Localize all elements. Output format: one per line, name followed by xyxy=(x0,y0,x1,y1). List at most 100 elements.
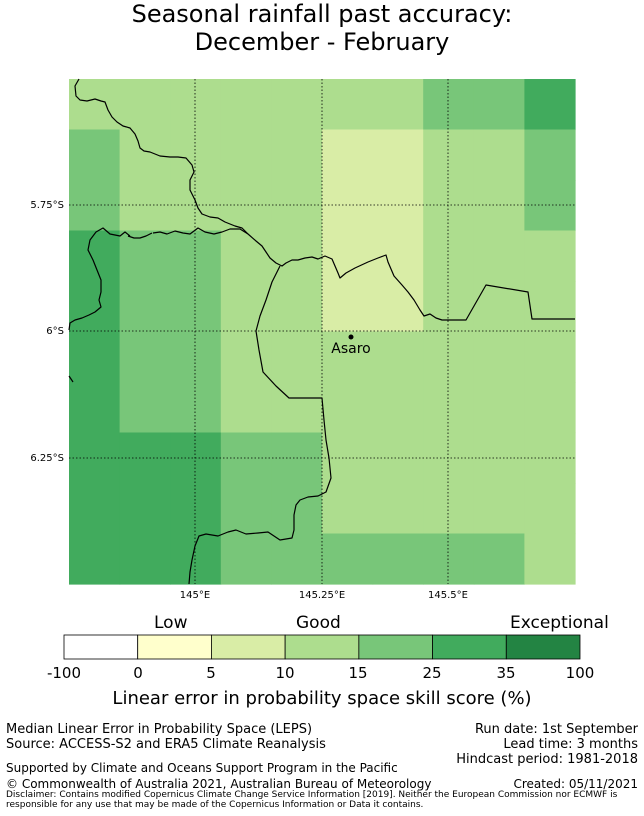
boundary-line-west-ridge xyxy=(152,227,249,235)
colorbar-segment xyxy=(211,634,286,660)
grid-cell xyxy=(220,129,272,181)
skill-grid xyxy=(69,79,576,585)
grid-cell xyxy=(423,483,475,535)
grid-cell xyxy=(524,180,576,232)
boundary-line-west xyxy=(68,227,131,331)
colorbar-segment xyxy=(432,634,507,660)
grid-cell xyxy=(473,533,525,585)
grid-cell xyxy=(170,180,222,232)
map-title: Seasonal rainfall past accuracy: Decembe… xyxy=(0,0,644,56)
grid-cell xyxy=(524,483,576,535)
grid-cell xyxy=(271,382,323,434)
colorbar-tick-label: 100 xyxy=(565,664,595,682)
grid-cell xyxy=(322,382,374,434)
grid-cell xyxy=(69,79,121,131)
grid-cell xyxy=(322,331,374,383)
boundary-line-north xyxy=(74,78,575,321)
grid-cell xyxy=(524,533,576,585)
grid-cell xyxy=(524,79,576,131)
grid-cell xyxy=(69,483,121,535)
colorbar-segment xyxy=(505,634,581,660)
grid-cell xyxy=(220,230,272,282)
grid-cell xyxy=(170,79,222,131)
grid-cell xyxy=(372,331,424,383)
grid-cell xyxy=(170,331,222,383)
grid-cell xyxy=(170,230,222,282)
colorbar-tick-label: 15 xyxy=(348,664,368,682)
grid-cell xyxy=(271,129,323,181)
footer-support: Supported by Climate and Oceans Support … xyxy=(6,761,398,775)
grid-cell xyxy=(524,281,576,333)
x-tick-label-145-5: 145.5°E xyxy=(428,590,468,601)
footer-lead-time: Lead time: 3 months xyxy=(503,737,638,752)
x-tick-label-145: 145°E xyxy=(180,590,210,601)
grid-cell xyxy=(220,79,272,131)
grid-cell xyxy=(69,533,121,585)
grid-cell xyxy=(119,79,171,131)
grid-cell xyxy=(372,79,424,131)
grid-cell xyxy=(372,382,424,434)
grid-cell xyxy=(372,483,424,535)
footer-hindcast: Hindcast period: 1981-2018 xyxy=(456,752,638,767)
grid-cell xyxy=(220,180,272,232)
grid-cell xyxy=(69,382,121,434)
grid-cell xyxy=(423,79,475,131)
place-label: Asaro xyxy=(331,341,370,357)
boundary-lines xyxy=(68,78,575,585)
grid-cell xyxy=(322,180,374,232)
grid-cell xyxy=(322,533,374,585)
grid-cell xyxy=(271,180,323,232)
grid-cell xyxy=(170,129,222,181)
graticule xyxy=(69,79,575,584)
colorbar-word-exceptional: Exceptional xyxy=(510,613,609,633)
colorbar-tick-label: 25 xyxy=(422,664,442,682)
grid-cell xyxy=(119,180,171,232)
grid-cell xyxy=(372,129,424,181)
grid-cell xyxy=(271,79,323,131)
boundary-line-south xyxy=(188,265,332,585)
footer-copyright: © Commonwealth of Australia 2021, Austra… xyxy=(6,777,432,791)
grid-cell xyxy=(220,382,272,434)
colorbar xyxy=(63,634,581,660)
map-figure: Asaro 145°E 145.25°E 145.5°E 5.75°S 6°S … xyxy=(30,78,581,660)
grid-cell xyxy=(473,129,525,181)
grid-cell xyxy=(473,281,525,333)
grid-cell xyxy=(69,230,121,282)
grid-cell xyxy=(119,331,171,383)
grid-cell xyxy=(372,281,424,333)
grid-cell xyxy=(220,483,272,535)
colorbar-tick-label: 5 xyxy=(206,664,216,682)
grid-cell xyxy=(473,483,525,535)
grid-cell xyxy=(322,483,374,535)
grid-cell xyxy=(322,79,374,131)
grid-cell xyxy=(220,331,272,383)
grid-cell xyxy=(119,432,171,484)
footer-disclaimer: Disclaimer: Contains modified Copernicus… xyxy=(6,790,618,810)
map-title-line2: December - February xyxy=(194,28,450,56)
boundary-line-west-junction xyxy=(127,232,153,239)
grid-cell xyxy=(473,79,525,131)
grid-cell xyxy=(119,129,171,181)
grid-cell xyxy=(473,180,525,232)
footer-method: Median Linear Error in Probability Space… xyxy=(6,722,313,737)
grid-cell xyxy=(170,483,222,535)
grid-cell xyxy=(423,331,475,383)
grid-cell xyxy=(423,281,475,333)
colorbar-tick-label: -100 xyxy=(46,664,82,682)
grid-cell xyxy=(473,331,525,383)
grid-cell xyxy=(322,281,374,333)
grid-cell xyxy=(170,533,222,585)
colorbar-segment xyxy=(63,634,139,660)
grid-cell xyxy=(423,382,475,434)
grid-cell xyxy=(423,230,475,282)
grid-cell xyxy=(119,382,171,434)
grid-cell xyxy=(524,382,576,434)
colorbar-tick-label: 0 xyxy=(133,664,143,682)
grid-cell xyxy=(69,180,121,232)
colorbar-tick-label: 10 xyxy=(275,664,295,682)
grid-cell xyxy=(271,281,323,333)
grid-cell xyxy=(119,483,171,535)
grid-cell xyxy=(423,129,475,181)
footer-created: Created: 05/11/2021 xyxy=(513,777,638,791)
grid-cell xyxy=(322,432,374,484)
